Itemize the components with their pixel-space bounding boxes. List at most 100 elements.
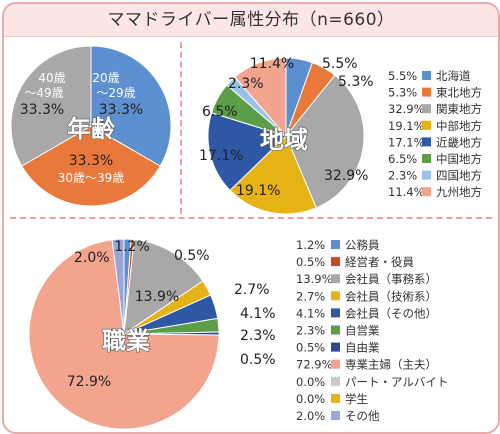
vertical-divider	[180, 42, 182, 214]
job-legend-swatch	[331, 359, 340, 369]
age-pie	[10, 45, 172, 207]
title-bar: ママドライバー属性分布（n=660）	[4, 4, 498, 37]
job-slice-10	[111, 238, 125, 335]
job-legend-name: 会社員（その他）	[345, 306, 437, 320]
region-legend-value: 5.3%	[388, 86, 417, 100]
job-legend-name: 自由業	[345, 341, 380, 355]
region-value-label: 32.9%	[324, 168, 368, 184]
region-legend-value: 5.5%	[388, 69, 417, 83]
job-legend-value: 13.9%	[296, 272, 333, 286]
age-center-title: 年齢	[67, 115, 116, 143]
job-legend-value: 0.5%	[296, 341, 325, 355]
job-legend-swatch	[331, 257, 340, 267]
job-legend-name: パート・アルバイト	[345, 375, 448, 389]
age-slice-1	[21, 125, 161, 207]
job-value-label: 13.9%	[135, 289, 179, 305]
region-value-label: 17.1%	[199, 148, 243, 164]
region-value-label: 6.5%	[202, 104, 238, 120]
job-legend: 1.2% 公務員 0.5% 経営者・役員 13.9% 会社員（事務系） 2.7% 会社員（技術…	[296, 238, 448, 423]
region-slice-3	[229, 135, 317, 215]
job-legend-name: 経営者・役員	[345, 255, 414, 269]
region-value-label: 5.3%	[338, 74, 374, 90]
region-pie	[207, 57, 365, 215]
region-legend-value: 6.5%	[388, 152, 417, 166]
job-legend-value: 4.1%	[296, 306, 325, 320]
region-legend-name: 近畿地方	[436, 135, 482, 149]
job-value-labels: 1.2% 0.5% 13.9% 2.7% 4.1% 2.3% 0.5% 72.9% 2.0%	[67, 239, 276, 390]
job-legend-name: 会社員（技術系）	[345, 289, 437, 303]
chart-title: ママドライバー属性分布（n=660）	[107, 10, 395, 30]
job-legend-value: 72.9%	[296, 358, 333, 372]
region-legend-swatch	[422, 170, 431, 180]
region-legend-value: 11.4%	[388, 185, 425, 199]
job-value-label: 2.7%	[234, 282, 270, 298]
region-legend-name: 四国地方	[436, 169, 482, 183]
job-legend-swatch	[331, 240, 340, 249]
job-legend-value: 2.3%	[296, 324, 325, 338]
age-value-30s: 33.3%	[69, 153, 113, 169]
region-legend-name: 中国地方	[436, 152, 482, 166]
region-legend-name: 九州地方	[436, 185, 482, 199]
job-legend-name: 学生	[345, 392, 368, 406]
age-label-20s-range: 〜29歳	[96, 86, 135, 100]
age-slice-2	[10, 45, 92, 167]
job-legend-value: 0.5%	[296, 255, 325, 269]
job-legend-swatch	[331, 376, 340, 386]
job-legend-value: 2.0%	[296, 409, 325, 423]
job-legend-swatch	[331, 342, 340, 352]
job-value-label: 1.2%	[114, 239, 150, 255]
region-legend-swatch	[422, 120, 431, 130]
job-value-label: 72.9%	[67, 374, 111, 390]
age-label-40s: 40歳	[38, 71, 65, 85]
region-legend-name: 関東地方	[436, 102, 482, 116]
region-slice-7	[234, 57, 287, 138]
job-legend-value: 2.7%	[296, 289, 325, 303]
region-legend-swatch	[422, 154, 431, 163]
region-value-label: 19.1%	[236, 183, 280, 199]
region-legend-value: 2.3%	[388, 169, 417, 183]
region-legend-name: 東北地方	[436, 86, 482, 100]
age-value-40s: 33.3%	[20, 102, 64, 118]
charts-canvas: 20歳 〜29歳 33.3% 40歳 〜49歳 33.3% 33.3% 30歳〜…	[10, 45, 482, 430]
job-legend-name: 専業主婦（主夫）	[345, 358, 437, 372]
age-slice-0	[90, 45, 172, 167]
region-value-label: 2.3%	[228, 76, 264, 92]
region-legend-swatch	[422, 104, 431, 114]
job-legend-name: 自営業	[345, 324, 380, 338]
region-slice-2	[285, 74, 365, 209]
region-legend-swatch	[422, 71, 431, 80]
job-legend-value: 1.2%	[296, 238, 325, 252]
job-legend-swatch	[331, 411, 340, 420]
job-legend-value: 0.0%	[296, 392, 325, 406]
age-value-20s: 33.3%	[99, 102, 143, 118]
region-legend-name: 中部地方	[436, 119, 482, 133]
age-label-40s-range: 〜49歳	[24, 86, 63, 100]
job-legend-name: 公務員	[345, 238, 380, 252]
region-value-labels: 5.5% 5.3% 32.9% 19.1% 17.1% 6.5% 2.3% 11.4%	[199, 56, 374, 199]
job-value-label: 4.1%	[240, 306, 276, 322]
job-center-title: 職業	[102, 327, 150, 355]
job-value-label: 0.5%	[240, 352, 276, 368]
age-label-30s: 30歳〜39歳	[58, 171, 125, 185]
age-label-20s: 20歳	[92, 71, 119, 85]
region-value-label: 5.5%	[322, 56, 358, 72]
job-slice-7	[28, 239, 220, 430]
region-legend-swatch	[422, 137, 431, 147]
horizontal-divider	[10, 217, 492, 219]
job-legend-swatch	[331, 274, 340, 284]
region-legend-swatch	[422, 87, 431, 97]
job-slice-2	[123, 238, 204, 336]
job-legend-swatch	[331, 308, 340, 318]
job-value-label: 2.3%	[240, 328, 276, 344]
region-legend: 5.5% 北海道 5.3% 東北地方 32.9% 関東地方 19.1% 中部地方 17.1% 近畿…	[388, 69, 482, 199]
job-legend-value: 0.0%	[296, 375, 325, 389]
job-value-label: 2.0%	[74, 250, 110, 266]
job-legend-swatch	[331, 325, 340, 335]
region-value-label: 11.4%	[250, 56, 294, 72]
job-pie	[28, 238, 220, 430]
region-center-title: 地域	[260, 126, 308, 154]
job-legend-name: その他	[345, 409, 380, 423]
job-value-label: 0.5%	[174, 248, 210, 264]
region-legend-value: 17.1%	[388, 135, 425, 149]
